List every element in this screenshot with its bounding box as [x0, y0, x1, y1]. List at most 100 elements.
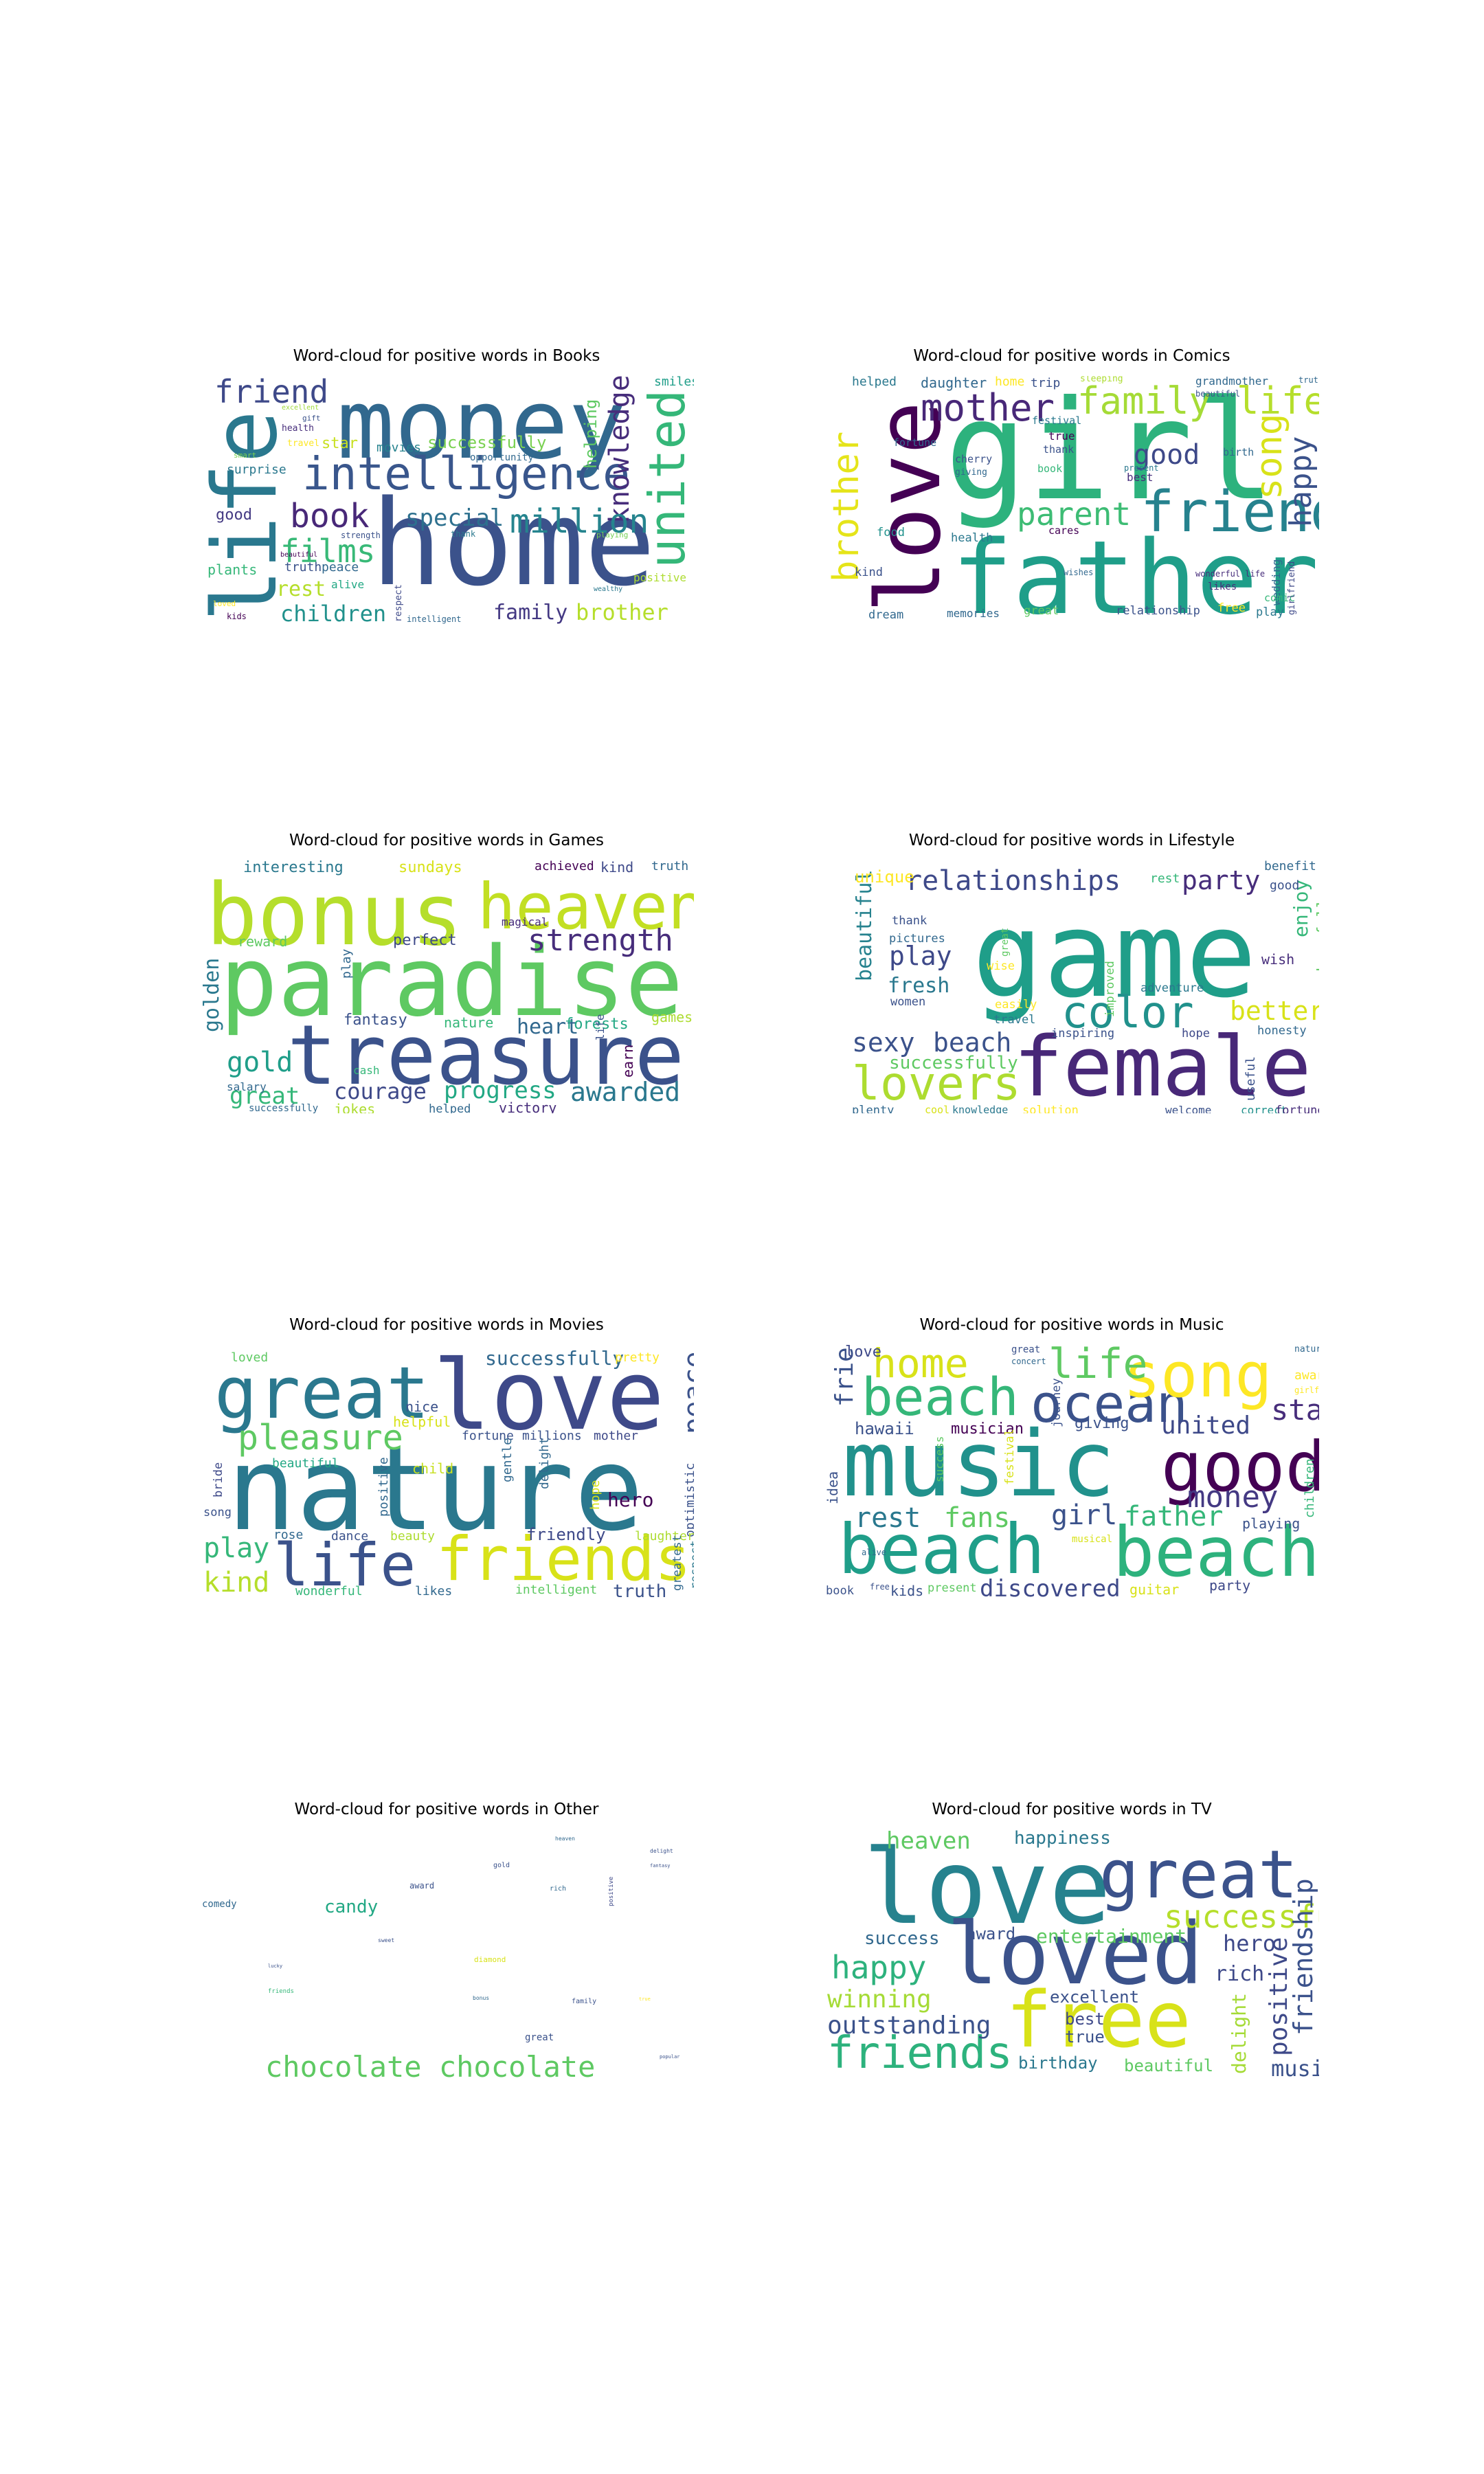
- wordcloud-other-panel: Word-cloud for positive words in Other c…: [172, 1801, 721, 2103]
- cloud-word: greatest: [671, 1535, 684, 1591]
- cloud-word: friends: [436, 1524, 691, 1594]
- cloud-word: happy: [831, 1949, 927, 1986]
- cloud-word: beach: [862, 1366, 1019, 1427]
- panel-title: Word-cloud for positive words in Lifesty…: [908, 832, 1235, 849]
- cloud-word: great: [214, 1351, 430, 1435]
- cloud-word: award: [1294, 1368, 1319, 1383]
- cloud-word: wishes: [1064, 568, 1094, 577]
- cloud-word: rest: [855, 1502, 921, 1534]
- cloud-word: friendship: [1288, 1878, 1318, 2036]
- cloud-word: improved: [1103, 961, 1117, 1017]
- cloud-word: cash: [353, 1064, 380, 1077]
- cloud-word: relationships: [906, 865, 1121, 897]
- cloud-word: female: [1013, 1020, 1312, 1113]
- cloud-word: song: [203, 1506, 232, 1519]
- cloud-word: beach: [933, 1027, 1012, 1058]
- cloud-word: strength: [341, 531, 381, 540]
- cloud-word: successfully: [889, 1053, 1018, 1073]
- cloud-word: book: [826, 1584, 854, 1598]
- cloud-word: lovers: [852, 1057, 1021, 1111]
- cloud-word: truth: [1298, 376, 1319, 385]
- cloud-word: musical: [1072, 1534, 1113, 1545]
- cloud-word: gold: [493, 1862, 510, 1869]
- cloud-word: music: [842, 1412, 1116, 1517]
- cloud-word: progress: [444, 1077, 556, 1104]
- cloud-word: peace: [322, 560, 359, 575]
- cloud-word: achieved: [535, 860, 594, 873]
- cloud-word: treasure: [287, 1008, 684, 1104]
- cloud-word: happy: [1283, 436, 1318, 527]
- cloud-word: popular: [660, 2054, 680, 2060]
- word-cloud: chocolate chocolate candy comedy award g…: [199, 1829, 694, 2082]
- cloud-word: rest: [1150, 871, 1180, 886]
- cloud-word: family: [1077, 379, 1212, 423]
- cloud-word: cares: [1048, 524, 1080, 537]
- word-cloud: paradise treasure bonus heaven strength …: [199, 860, 694, 1113]
- cloud-word: beach: [1113, 1512, 1319, 1592]
- word-cloud: game female color lovers relationships p…: [824, 860, 1319, 1113]
- cloud-word: honesty: [1257, 1024, 1307, 1038]
- cloud-word: game: [972, 886, 1257, 1024]
- cloud-word: rich: [1215, 1962, 1265, 1986]
- cloud-word: chocolate chocolate: [265, 2050, 596, 2082]
- cloud-word: love: [863, 1829, 1112, 1948]
- cloud-word: parent: [1017, 495, 1132, 533]
- wordcloud-comics-panel: Word-cloud for positive words in Comics …: [797, 347, 1347, 649]
- cloud-word: victory: [499, 1100, 557, 1113]
- cloud-word: guitar: [1129, 1581, 1180, 1598]
- wordcloud-music-panel: Word-cloud for positive words in Music m…: [797, 1316, 1347, 1618]
- cloud-word: comedy: [202, 1899, 237, 1910]
- cloud-word: delight: [650, 1848, 673, 1854]
- cloud-word: respect: [394, 584, 404, 622]
- cloud-word: friend: [1140, 480, 1319, 545]
- cloud-word: courage: [334, 1078, 427, 1104]
- cloud-word: children: [1303, 1458, 1317, 1518]
- cloud-word: book: [290, 497, 370, 535]
- cloud-word: fantasy: [650, 1863, 671, 1869]
- cloud-word: book: [1037, 463, 1063, 475]
- cloud-word: excellent: [282, 404, 319, 412]
- cloud-word: health: [951, 531, 993, 545]
- panel-title: Word-cloud for positive words in Games: [289, 832, 605, 849]
- cloud-word: color: [1061, 988, 1194, 1038]
- cloud-word: brother: [826, 431, 867, 582]
- cloud-word: daughter: [921, 376, 987, 391]
- cloud-word: pleasure: [238, 1418, 403, 1458]
- cloud-word: heaven: [886, 1829, 971, 1855]
- cloud-word: loved: [947, 1905, 1204, 2004]
- cloud-word: smiles: [654, 376, 694, 389]
- cloud-word: mother: [594, 1429, 639, 1443]
- word-cloud: money home life intelligence united frie…: [199, 376, 694, 629]
- cloud-word: true: [1065, 2027, 1105, 2047]
- cloud-word: home: [371, 474, 656, 612]
- cloud-word: free: [1217, 601, 1246, 615]
- cloud-word: girl: [945, 376, 1276, 531]
- cloud-word: solution: [1022, 1104, 1079, 1114]
- cloud-word: playing: [1242, 1515, 1301, 1532]
- cloud-word: successfully: [249, 1103, 319, 1113]
- cloud-word: heaven: [555, 1836, 575, 1842]
- cloud-word: nature: [227, 1422, 644, 1557]
- cloud-word: helpful: [393, 1414, 451, 1430]
- cloud-word: excellent: [1050, 1987, 1140, 2007]
- panel-title: Word-cloud for positive words in Other: [294, 1801, 599, 1818]
- cloud-word: star: [322, 435, 358, 452]
- cloud-word: hawaii: [855, 1419, 914, 1438]
- cloud-word: relationship: [1116, 604, 1200, 618]
- cloud-word: playing: [596, 531, 629, 539]
- cloud-word: true: [1048, 430, 1075, 443]
- cloud-word: sexy: [852, 1027, 915, 1058]
- cloud-word: beautiful: [272, 1456, 339, 1471]
- cloud-word: jokes: [334, 1101, 376, 1113]
- cloud-word: beauty: [390, 1529, 436, 1544]
- panel-title: Word-cloud for positive words in Comics: [913, 347, 1230, 365]
- cloud-word: mother: [921, 386, 1055, 430]
- cloud-word: positive: [608, 1876, 615, 1906]
- cloud-word: love: [845, 1345, 881, 1361]
- cloud-word: gentle: [500, 1437, 515, 1482]
- cloud-word: father: [952, 519, 1319, 629]
- cloud-word: friends: [827, 2028, 1013, 2079]
- cloud-word: discovered: [980, 1575, 1121, 1598]
- cloud-word: health: [282, 423, 314, 434]
- cloud-word: cherry: [955, 453, 993, 465]
